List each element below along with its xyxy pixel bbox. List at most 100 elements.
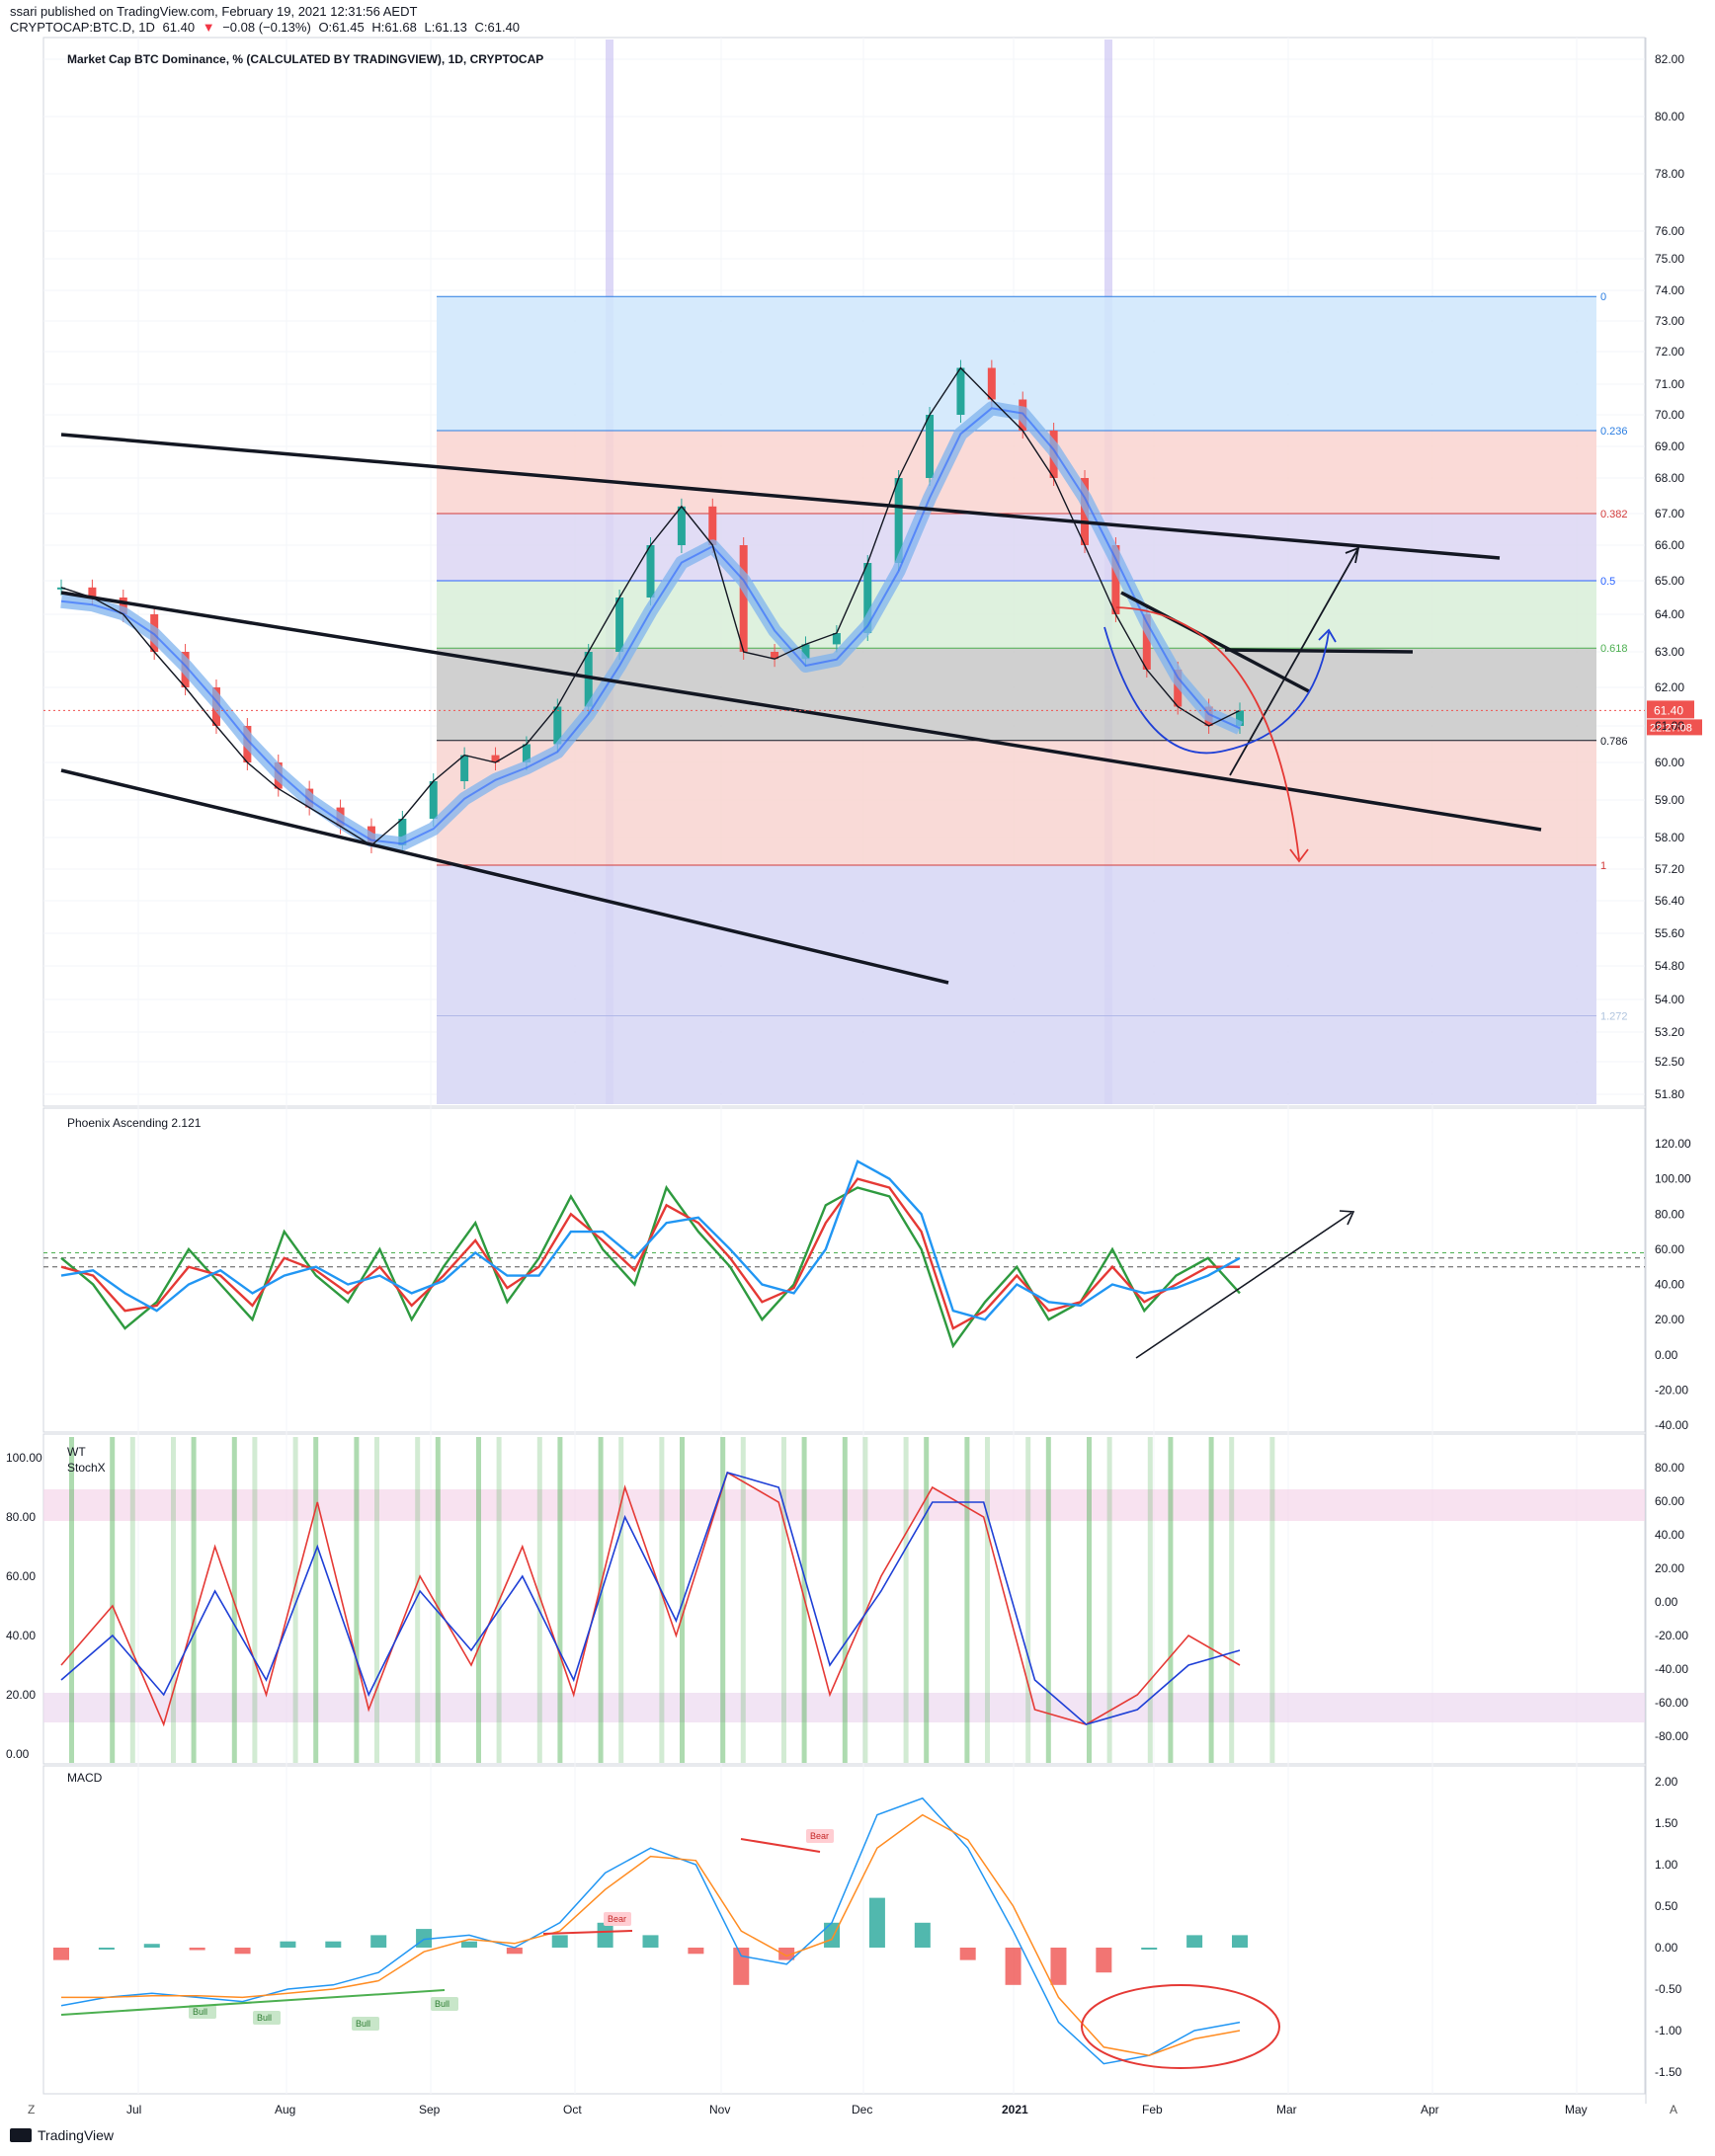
footer-brand[interactable]: TradingView	[10, 2127, 114, 2143]
fib-zone	[437, 514, 1596, 581]
tradingview-logo-icon	[10, 2128, 32, 2142]
wt-signal-bar	[985, 1437, 990, 1763]
wt-signal-bar	[740, 1437, 746, 1763]
macd-hist-bar	[642, 1935, 659, 1948]
macd-hist-bar	[98, 1948, 115, 1950]
macd-divergence-badge	[189, 2005, 216, 2019]
candle-body	[460, 755, 469, 781]
macd-hist-bar	[597, 1922, 613, 1948]
x-axis-label: Apr	[1421, 2103, 1439, 2116]
up-arrow-black-head	[1345, 546, 1360, 564]
macd-y-tick: 1.50	[1655, 1816, 1678, 1830]
main-y-tick: 78.00	[1655, 167, 1684, 181]
candle-body	[119, 598, 127, 614]
bear-divergence-line	[542, 1930, 633, 1935]
x-axis-label: Jul	[126, 2103, 141, 2116]
candle-body	[57, 587, 65, 590]
wt-overbought-zone	[43, 1489, 1645, 1521]
high-value: H:61.68	[371, 20, 417, 35]
candle-body	[708, 506, 717, 545]
main-y-tick: 54.80	[1655, 959, 1684, 973]
macd-y-tick: -1.50	[1655, 2065, 1682, 2079]
wt-signal-bar	[231, 1437, 237, 1763]
symbol-label: CRYPTOCAP:BTC.D, 1D	[10, 20, 155, 35]
fib-zone	[437, 1015, 1596, 1104]
macd-hist-bar	[370, 1935, 387, 1948]
wt-left-tick: 80.00	[6, 1510, 36, 1524]
bull-divergence-line	[60, 1989, 446, 2016]
main-y-tick: 62.00	[1655, 680, 1684, 694]
pane-border-0	[42, 37, 1646, 1107]
main-y-tick: 71.00	[1655, 377, 1684, 391]
fib-label: 0.786	[1600, 736, 1628, 748]
candle-body	[553, 706, 562, 745]
pane-border-2	[42, 1433, 1646, 1765]
main-y-tick: 53.20	[1655, 1025, 1684, 1039]
phoenix-trend-arrow	[1135, 1212, 1352, 1359]
close-value: C:61.40	[474, 20, 521, 35]
wt-signal-bar	[680, 1437, 685, 1763]
phoenix-y-tick: 0.00	[1655, 1348, 1678, 1362]
candle-body	[646, 545, 655, 598]
phoenix-y-tick: 40.00	[1655, 1278, 1684, 1292]
main-y-tick: 60.00	[1655, 756, 1684, 769]
x-axis-label: Nov	[709, 2103, 730, 2116]
stochx-label: StochX	[67, 1461, 106, 1475]
main-y-tick: 73.00	[1655, 314, 1684, 328]
macd-divergence-label: Bull	[356, 2019, 370, 2029]
x-axis-label: Sep	[419, 2103, 441, 2116]
pane-border-1	[42, 1107, 1646, 1433]
main-y-tick: 55.60	[1655, 926, 1684, 940]
change-arrow: ▼	[202, 20, 215, 35]
macd-divergence-badge	[604, 1912, 631, 1926]
wt-signal-bar	[476, 1437, 481, 1763]
candle-body	[522, 744, 531, 762]
macd-hist-bar	[53, 1948, 69, 1960]
main-y-tick: 52.50	[1655, 1055, 1684, 1069]
candle-body	[1111, 545, 1120, 614]
main-y-tick: 82.00	[1655, 52, 1684, 66]
wt-signal-bar	[1045, 1437, 1051, 1763]
main-y-tick: 59.00	[1655, 793, 1684, 807]
wt-signal-bar	[1168, 1437, 1174, 1763]
low-value: L:61.13	[424, 20, 467, 35]
wt-right-tick: -80.00	[1655, 1729, 1688, 1743]
macd-signal-line	[61, 1813, 1241, 2056]
wt-signal-bar	[435, 1437, 441, 1763]
wt-right-tick: -40.00	[1655, 1662, 1688, 1676]
wt-signal-bar	[313, 1437, 319, 1763]
macd-y-tick: 2.00	[1655, 1775, 1678, 1789]
wt-right-tick: 60.00	[1655, 1494, 1684, 1508]
blue-arc	[1103, 626, 1330, 755]
pane-border-3	[42, 1765, 1646, 2095]
wt-signal-bar	[1269, 1437, 1275, 1763]
macd-hist-bar	[234, 1948, 251, 1955]
x-axis-label: May	[1565, 2103, 1588, 2116]
symbol-ohlc-line: CRYPTOCAP:BTC.D, 1D 61.40 ▼ −0.08 (−0.13…	[10, 20, 524, 35]
main-y-tick: 65.00	[1655, 574, 1684, 588]
wt-signal-bar	[129, 1437, 135, 1763]
wt-signal-bar	[862, 1437, 868, 1763]
macd-y-tick: -0.50	[1655, 1982, 1682, 1996]
publish-line: ssari published on TradingView.com, Febr…	[10, 4, 418, 19]
fib-label: 1	[1600, 860, 1606, 872]
macd-title: MACD	[67, 1771, 103, 1785]
macd-divergence-label: Bull	[435, 1999, 449, 2009]
main-y-tick: 67.00	[1655, 507, 1684, 520]
trendline	[1120, 591, 1310, 693]
wt-signal-bar	[1087, 1437, 1092, 1763]
wt-series-0	[60, 1471, 1241, 1727]
macd-hist-bar	[1141, 1948, 1158, 1950]
wt-signal-bar	[659, 1437, 665, 1763]
main-y-tick: 57.20	[1655, 862, 1684, 876]
x-axis-label: 2021	[1002, 2103, 1028, 2116]
wt-signal-bar	[69, 1437, 74, 1763]
macd-hist-bar	[506, 1948, 523, 1955]
main-y-tick: 63.00	[1655, 645, 1684, 659]
macd-hist-bar	[1005, 1948, 1021, 1985]
macd-hist-bar	[143, 1944, 160, 1948]
wt-signal-bar	[1229, 1437, 1235, 1763]
wt-signal-bar	[1208, 1437, 1214, 1763]
trendline	[1224, 648, 1414, 654]
